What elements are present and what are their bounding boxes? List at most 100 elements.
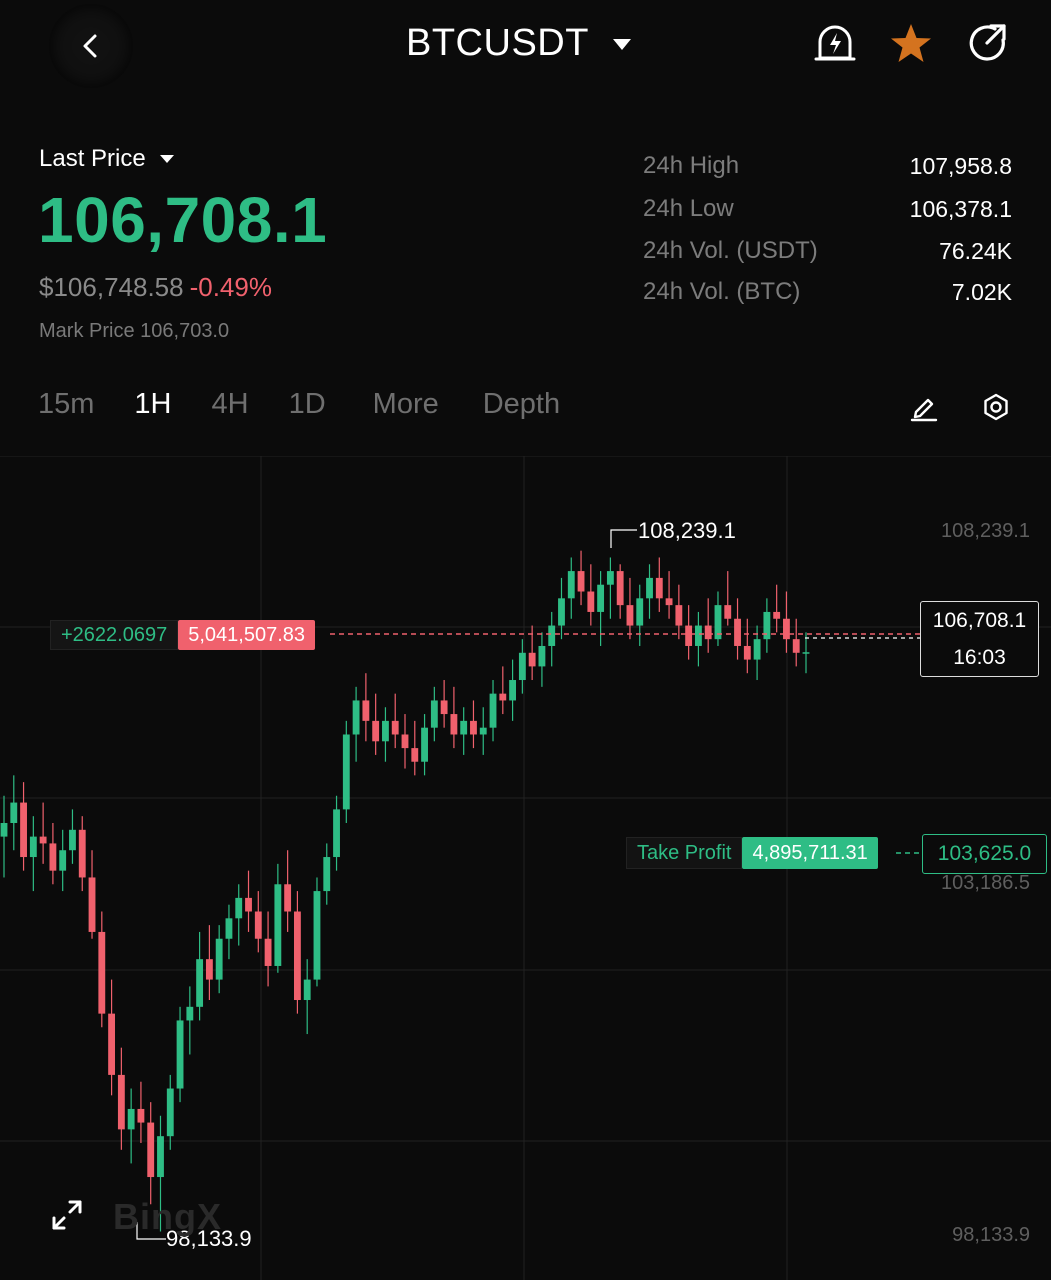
candle-body bbox=[724, 605, 732, 619]
candle-body bbox=[509, 680, 517, 701]
tab-1d[interactable]: 1D bbox=[288, 388, 326, 420]
position-tag[interactable]: +2622.0697 5,041,507.83 bbox=[50, 620, 316, 650]
current-price-box: 106,708.1 16:03 bbox=[920, 601, 1039, 677]
candle-body bbox=[685, 625, 693, 646]
axis-label-mid: 103,186.5 bbox=[941, 872, 1030, 894]
candle-body bbox=[20, 802, 27, 858]
position-pnl: +2622.0697 bbox=[50, 620, 179, 650]
candle-body bbox=[352, 700, 360, 735]
candle-body bbox=[303, 979, 311, 1001]
candle-body bbox=[655, 577, 663, 599]
candle-body bbox=[323, 857, 331, 892]
candle-body bbox=[98, 931, 106, 1014]
candle-body bbox=[558, 598, 565, 626]
mark-price-label: Mark Price bbox=[39, 320, 135, 342]
candle-body bbox=[714, 605, 722, 640]
draw-pencil-icon[interactable] bbox=[909, 392, 939, 422]
candle-body bbox=[411, 748, 419, 762]
candle-body bbox=[734, 618, 741, 646]
candle-body bbox=[108, 1013, 116, 1075]
fullscreen-expand-icon[interactable] bbox=[50, 1198, 84, 1232]
symbol-selector[interactable]: BTCUSDT bbox=[406, 22, 631, 65]
candle-body bbox=[342, 734, 350, 810]
tab-depth[interactable]: Depth bbox=[482, 388, 561, 420]
candle-body bbox=[215, 938, 223, 980]
candle-body bbox=[743, 645, 751, 660]
take-profit-amount: 4,895,711.31 bbox=[742, 837, 878, 869]
mark-price-value: 106,703.0 bbox=[140, 320, 230, 342]
axis-label-top: 108,239.1 bbox=[941, 520, 1030, 542]
mark-price: Mark Price 106,703.0 bbox=[39, 320, 229, 343]
tab-4h[interactable]: 4H bbox=[211, 388, 249, 420]
candle-body bbox=[548, 625, 556, 646]
candle-body bbox=[264, 938, 272, 966]
back-button[interactable] bbox=[49, 4, 133, 88]
last-price-label: Last Price bbox=[39, 145, 146, 172]
tab-15m[interactable]: 15m bbox=[38, 388, 95, 420]
candle-body bbox=[137, 1108, 145, 1123]
take-profit-tag[interactable]: Take Profit 4,895,711.31 bbox=[626, 837, 878, 869]
stat-value-low: 106,378.1 bbox=[909, 196, 1012, 222]
take-profit-price[interactable]: 103,625.0 bbox=[922, 834, 1047, 874]
back-icon bbox=[83, 34, 97, 58]
tab-1h[interactable]: 1H bbox=[134, 388, 172, 420]
candle-body bbox=[284, 884, 292, 912]
candle-body bbox=[147, 1122, 155, 1178]
candle-body bbox=[78, 829, 86, 878]
candle-body bbox=[753, 639, 761, 660]
position-amount[interactable]: 5,041,507.83 bbox=[178, 620, 316, 650]
high-marker-label: 108,239.1 bbox=[638, 518, 736, 543]
candle-body bbox=[528, 652, 536, 667]
candle-body bbox=[401, 734, 409, 749]
candle-body bbox=[430, 700, 438, 728]
candle-body bbox=[460, 720, 468, 735]
candle-body bbox=[577, 571, 585, 592]
take-profit-label: Take Profit bbox=[626, 837, 743, 869]
candle-body bbox=[196, 959, 204, 1007]
settings-hex-icon[interactable] bbox=[981, 392, 1011, 422]
candle-body bbox=[665, 598, 673, 606]
candle-body bbox=[157, 1136, 164, 1178]
stat-label-low: 24h Low bbox=[643, 195, 734, 222]
interval-tabs: 15m 1H 4H 1D More Depth bbox=[38, 388, 560, 421]
symbol-title: BTCUSDT bbox=[406, 22, 589, 64]
candle-body bbox=[39, 836, 47, 844]
tab-more[interactable]: More bbox=[372, 388, 439, 420]
candle-body bbox=[372, 720, 380, 742]
candle-body bbox=[274, 884, 282, 966]
candle-body bbox=[127, 1108, 135, 1130]
candlestick-chart[interactable]: 108,239.1 98,133.9 108,239.1 103,186.5 9… bbox=[0, 456, 1051, 1280]
candle-body bbox=[499, 693, 507, 701]
last-price-value: 106,708.1 bbox=[38, 184, 328, 256]
candle-body bbox=[88, 877, 96, 932]
candle-body bbox=[205, 959, 213, 980]
candle-body bbox=[440, 700, 448, 715]
favorite-star-icon[interactable] bbox=[889, 22, 933, 66]
current-price-value: 106,708.1 bbox=[932, 609, 1027, 632]
candle-body bbox=[29, 836, 37, 858]
caret-down-icon bbox=[159, 155, 174, 163]
candle-body bbox=[763, 611, 771, 640]
candle-body bbox=[176, 1020, 184, 1089]
candle-body bbox=[245, 897, 252, 912]
candle-body bbox=[186, 1006, 194, 1021]
candle-body bbox=[117, 1074, 125, 1130]
candle-body bbox=[694, 625, 702, 646]
last-price-selector[interactable]: Last Price bbox=[39, 145, 174, 173]
price-change: -0.49% bbox=[189, 272, 272, 302]
low-marker-label: 98,133.9 bbox=[166, 1226, 252, 1251]
candle-body bbox=[626, 605, 634, 626]
price-alert-icon[interactable] bbox=[813, 22, 857, 66]
candle-body bbox=[567, 571, 575, 599]
candle-body bbox=[166, 1088, 174, 1137]
candle-body bbox=[382, 720, 389, 742]
candle-body bbox=[69, 829, 76, 851]
candle-series bbox=[0, 550, 810, 1232]
candle-body bbox=[606, 571, 614, 585]
candle-body bbox=[421, 727, 428, 762]
candle-body bbox=[235, 897, 243, 919]
share-icon[interactable] bbox=[967, 22, 1011, 66]
candle-body bbox=[450, 714, 458, 735]
stat-value-high: 107,958.8 bbox=[909, 153, 1012, 179]
candle-body bbox=[254, 911, 262, 939]
